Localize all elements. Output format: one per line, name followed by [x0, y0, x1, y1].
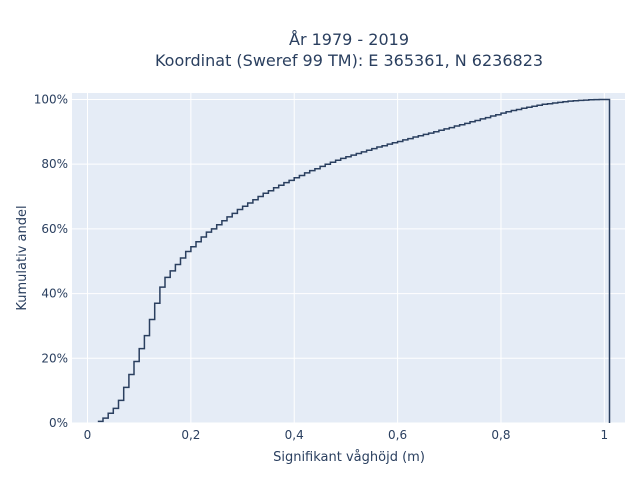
y-tick-label: 0% — [49, 416, 68, 430]
y-axis-ticks: 0% 20% 40% 60% 80% 100% — [34, 92, 68, 430]
x-axis-title: Signifikant våghöjd (m) — [273, 450, 425, 465]
x-tick-label: 0,2 — [181, 428, 200, 442]
y-tick-label: 20% — [41, 351, 68, 365]
y-tick-label: 100% — [34, 92, 68, 106]
y-tick-label: 40% — [41, 287, 68, 301]
y-tick-label: 80% — [41, 157, 68, 171]
x-tick-label: 1 — [601, 428, 609, 442]
x-tick-label: 0,4 — [285, 428, 304, 442]
x-tick-label: 0,8 — [491, 428, 510, 442]
plot-area — [72, 93, 625, 423]
y-tick-label: 60% — [41, 222, 68, 236]
x-tick-label: 0 — [84, 428, 92, 442]
chart-subtitle: Koordinat (Sweref 99 TM): E 365361, N 62… — [155, 51, 543, 70]
chart-title: År 1979 - 2019 — [289, 30, 409, 49]
y-axis-title: Kumulativ andel — [15, 205, 30, 310]
x-tick-label: 0,6 — [388, 428, 407, 442]
cumulative-step-line — [97, 98, 611, 423]
x-axis-ticks: 0 0,2 0,4 0,6 0,8 1 — [84, 428, 608, 442]
gridlines — [72, 93, 625, 424]
